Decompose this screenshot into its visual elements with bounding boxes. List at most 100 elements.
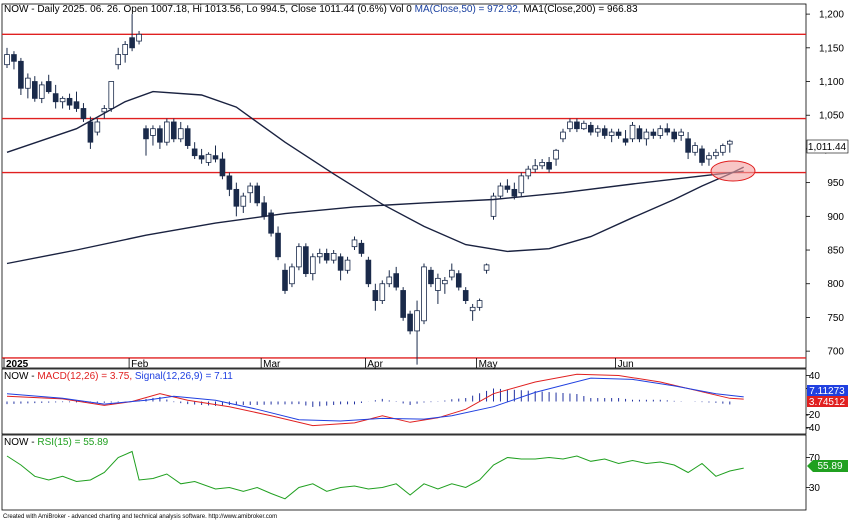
rsi-header-rsi: RSI(15) = 55.89 xyxy=(37,437,108,448)
candle-body xyxy=(428,269,434,285)
candle xyxy=(664,123,671,136)
candle-body xyxy=(11,54,17,62)
candle xyxy=(129,14,135,52)
x-axis-label: May xyxy=(479,359,498,370)
candle xyxy=(18,57,24,95)
candle-body xyxy=(685,138,691,153)
candle-body xyxy=(261,202,267,217)
candle xyxy=(337,253,344,281)
candle xyxy=(157,125,163,149)
signal-tag-text: 7.11273 xyxy=(809,386,845,397)
candle-body xyxy=(720,145,726,153)
rsi-panel: 70 30 55.89 NOW - RSI(15) = 55.89 xyxy=(1,434,848,511)
candle xyxy=(483,263,490,274)
candle-body xyxy=(393,273,399,288)
candle-body xyxy=(59,97,66,103)
candle xyxy=(94,118,101,136)
candle xyxy=(240,192,247,213)
candle xyxy=(32,76,38,102)
ma50-line xyxy=(6,90,745,253)
candle xyxy=(11,51,17,70)
candle xyxy=(233,182,240,217)
candle-body xyxy=(25,77,31,89)
candle xyxy=(407,310,413,335)
macd-header-symbol: NOW xyxy=(4,371,29,382)
candle-body xyxy=(525,168,532,177)
candle xyxy=(490,192,497,220)
header-symbol: NOW xyxy=(4,4,29,15)
candle xyxy=(428,266,434,288)
rsi-axis: 70 30 xyxy=(806,453,820,494)
candle-body xyxy=(240,195,247,207)
candle-body xyxy=(205,153,212,163)
candle-body xyxy=(101,108,108,113)
candle-body xyxy=(358,242,365,254)
candle-body xyxy=(198,155,205,160)
candle-body xyxy=(442,279,448,285)
candle-body xyxy=(372,290,379,301)
candle-body xyxy=(212,155,219,160)
candle-body xyxy=(129,37,135,49)
candle xyxy=(678,128,684,141)
candle xyxy=(504,179,511,193)
candle xyxy=(400,287,406,321)
price-tick-label: 700 xyxy=(827,347,844,358)
candle-body xyxy=(94,121,101,133)
x-axis-labels: 2025 Feb Mar Apr May Jun xyxy=(3,358,634,370)
candle xyxy=(518,172,525,197)
candle xyxy=(143,125,149,156)
candle xyxy=(254,182,261,207)
x-axis-label: Mar xyxy=(263,359,281,370)
x-axis-label: Jun xyxy=(618,359,634,370)
candle xyxy=(546,157,552,173)
credit-text: Created with AmiBroker - advanced charti… xyxy=(3,514,277,520)
candle xyxy=(421,263,427,325)
price-tick-label: 800 xyxy=(827,279,844,290)
candle-body xyxy=(379,283,386,301)
candle xyxy=(303,243,309,277)
candle xyxy=(713,148,719,160)
candle xyxy=(476,298,483,311)
candle-body xyxy=(66,97,73,106)
candle-body xyxy=(553,149,559,160)
rsi-tag-text: 55.89 xyxy=(817,461,842,472)
candle xyxy=(379,280,386,304)
candle xyxy=(205,152,212,166)
candle-body xyxy=(122,44,128,55)
candle xyxy=(275,226,281,261)
macd-histogram xyxy=(6,388,731,407)
candle xyxy=(247,182,254,203)
candle xyxy=(567,118,573,133)
candle-body xyxy=(414,310,420,332)
candle-body xyxy=(337,256,344,271)
candle xyxy=(657,125,664,139)
x-axis-label: Apr xyxy=(367,359,383,370)
candle xyxy=(4,47,10,69)
candle-body xyxy=(157,128,163,143)
candle-body xyxy=(539,162,545,167)
candle xyxy=(386,270,393,288)
candle xyxy=(539,159,545,170)
macd-tick-label: 40 xyxy=(809,371,821,382)
rsi-line xyxy=(6,450,744,500)
header-ma50: MA(Close,50) = 972.92, xyxy=(415,4,521,15)
candle-body xyxy=(323,253,330,261)
candle-body xyxy=(469,306,476,312)
candle-body xyxy=(254,185,261,204)
macd-header: NOW - MACD(12,26) = 3.75, Signal(12,26,9… xyxy=(4,371,233,382)
candle-body xyxy=(483,264,490,271)
macd-panel-frame xyxy=(1,368,807,435)
candle xyxy=(52,84,59,109)
candle-body xyxy=(629,124,636,140)
macd-panel: 4020-20-40 7.11273 3.74512 NOW - MACD(12… xyxy=(1,368,848,435)
candle-body xyxy=(303,246,309,275)
candle-body xyxy=(87,121,94,143)
candle xyxy=(608,128,615,143)
candle xyxy=(414,300,420,365)
candle xyxy=(358,239,365,257)
rsi-tag: 55.89 xyxy=(807,460,848,472)
candle-body xyxy=(594,128,601,133)
candle xyxy=(650,128,657,139)
